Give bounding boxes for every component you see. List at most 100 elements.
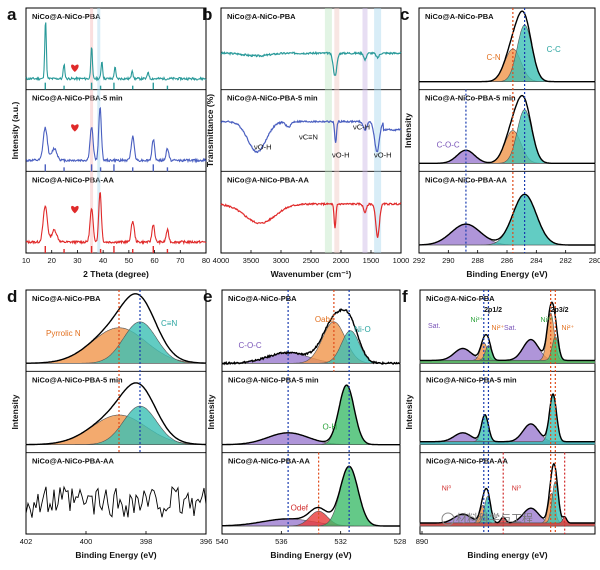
peak-label: Ni³⁺ xyxy=(541,317,554,324)
x-tick-label: 1500 xyxy=(363,256,380,265)
row-label: NiCo@A-NiCo-PBA-AA xyxy=(228,457,310,466)
row-label: NiCo@A-NiCo-PBA-AA xyxy=(425,175,507,184)
peak-label: Ni⁰ xyxy=(512,485,522,493)
panel-letter-f: f xyxy=(402,287,408,306)
peak-label: Ni²⁺ xyxy=(492,325,505,332)
y-axis-label: Intensity (a.u.) xyxy=(10,102,20,160)
row-label: NiCo@A-NiCo-PBA-5 min xyxy=(32,375,123,384)
peak-label: C-N xyxy=(486,53,500,62)
ftir-trace xyxy=(220,50,402,76)
y-axis-label: Transmittance (%) xyxy=(205,94,215,167)
band-annotation: νO-H xyxy=(254,143,272,152)
row-label: NiCo@A-NiCo-PBA-AA xyxy=(32,457,114,466)
peak-label: 2p3/2 xyxy=(551,307,569,314)
ftir-trace xyxy=(220,201,402,238)
panel-letter-c: c xyxy=(400,5,409,24)
peak-label: O-H xyxy=(322,422,337,431)
peak-label: Oabs xyxy=(315,315,334,324)
row-label: NiCo@A-NiCo-PBA xyxy=(426,294,495,303)
peak-label: Sat. xyxy=(504,325,517,332)
x-tick-label: 290 xyxy=(442,256,455,265)
highlight-band-a xyxy=(90,8,94,253)
envelope-line xyxy=(419,193,595,246)
band-annotation: νC-H xyxy=(353,123,370,132)
envelope-line xyxy=(420,393,595,443)
x-tick-label: 50 xyxy=(125,256,133,265)
row-label: NiCo@A-NiCo-PBA-5 min xyxy=(228,375,319,384)
peak-label: Ni²⁺ xyxy=(562,325,575,332)
ftir-trace xyxy=(220,119,402,154)
panel-letter-e: e xyxy=(203,287,212,306)
x-tick-label: 3000 xyxy=(273,256,290,265)
peak-label: Ni-O xyxy=(354,325,370,334)
x-tick-label: 528 xyxy=(394,537,407,546)
peak-label: C≡N xyxy=(161,319,177,328)
x-tick-label: 70 xyxy=(176,256,184,265)
x-tick-label: 282 xyxy=(559,256,572,265)
x-tick-label: 60 xyxy=(150,256,158,265)
x-tick-label: 536 xyxy=(275,537,288,546)
panel-letter-d: d xyxy=(7,287,17,306)
y-axis-label: Intensity xyxy=(404,394,414,429)
x-axis-label: 2 Theta (degree) xyxy=(83,269,149,279)
x-tick-label: 286 xyxy=(501,256,514,265)
y-axis-label: Intensity xyxy=(206,394,216,429)
row-label: NiCo@A-NiCo-PBA xyxy=(227,12,296,21)
x-tick-label: 3500 xyxy=(243,256,260,265)
fit-component xyxy=(25,321,207,364)
peak-label: Pyrrolic N xyxy=(46,329,81,338)
panel-frame-f xyxy=(419,289,596,535)
x-tick-label: 2500 xyxy=(303,256,320,265)
x-axis-label: Binding Energy (eV) xyxy=(75,550,156,560)
row-label: NiCo@A-NiCo-PBA-5 min xyxy=(426,375,517,384)
panel-frame-d xyxy=(25,289,207,535)
highlight-band-b xyxy=(324,8,332,253)
x-axis-label: Binding energy (eV) xyxy=(467,550,547,560)
x-tick-label: 10 xyxy=(22,256,30,265)
x-tick-label: 280 xyxy=(589,256,600,265)
xrd-trace xyxy=(25,106,207,164)
x-axis-label: Wavenumber (cm⁻¹) xyxy=(271,269,352,279)
band-annotation: νO-H xyxy=(332,151,350,160)
y-axis-label: Intensity xyxy=(10,394,20,429)
band-annotation: νO-H xyxy=(374,151,392,160)
panel-letter-b: b xyxy=(202,5,212,24)
row-label: NiCo@A-NiCo-PBA-AA xyxy=(32,175,114,184)
fit-component xyxy=(25,405,207,445)
x-tick-label: 532 xyxy=(334,537,347,546)
x-tick-label: 4000 xyxy=(213,256,230,265)
x-tick-label: 890 xyxy=(416,537,429,546)
x-tick-label: 40 xyxy=(99,256,107,265)
row-label: NiCo@A-NiCo-PBA xyxy=(32,12,101,21)
envelope-line xyxy=(221,308,401,366)
xrd-trace xyxy=(25,22,207,82)
panel-frame-a xyxy=(25,7,207,254)
x-tick-label: 288 xyxy=(471,256,484,265)
heart-marker xyxy=(71,64,79,72)
peak-label: Ni⁰ xyxy=(442,485,452,493)
x-tick-label: 20 xyxy=(48,256,56,265)
fit-component xyxy=(419,312,596,364)
heart-marker xyxy=(71,205,79,214)
row-label: NiCo@A-NiCo-PBA-AA xyxy=(426,457,508,466)
x-tick-label: 2000 xyxy=(333,256,350,265)
peak-label: C-C xyxy=(547,45,561,54)
x-axis-label: Binding Energy (eV) xyxy=(270,550,351,560)
envelope-line xyxy=(26,293,206,364)
x-axis-label: Binding Energy (eV) xyxy=(466,269,547,279)
highlight-band-b xyxy=(374,8,382,253)
x-tick-label: 80 xyxy=(202,256,210,265)
peak-label: C-O-C xyxy=(239,341,262,350)
envelope-line xyxy=(419,94,595,164)
peak-label: Odef xyxy=(291,504,309,513)
x-tick-label: 398 xyxy=(140,537,153,546)
row-label: NiCo@A-NiCo-PBA-5 min xyxy=(425,94,516,103)
panel-frame-c xyxy=(418,7,596,254)
envelope-line xyxy=(221,465,400,527)
peak-label: C-O-C xyxy=(437,141,460,150)
envelope-line xyxy=(420,301,595,362)
row-label: NiCo@A-NiCo-PBA xyxy=(425,12,494,21)
noisy-spectrum xyxy=(25,485,207,518)
envelope-line xyxy=(26,382,206,446)
